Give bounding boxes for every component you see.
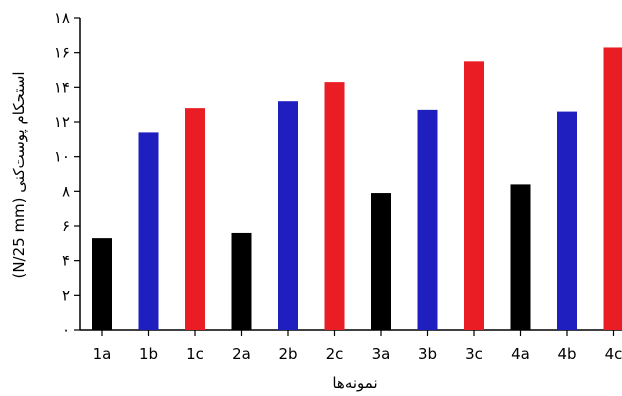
bar-1b bbox=[138, 132, 159, 330]
x-axis-title: نمونه‌ها bbox=[332, 374, 377, 392]
bar-4c bbox=[603, 47, 622, 330]
labels: 1a 1b 1c 2a 2b 2c 3a 3b 3c 4a 4b 4c bbox=[93, 345, 622, 363]
x-tick-label: 2a bbox=[232, 345, 251, 363]
bar-3c bbox=[464, 61, 484, 330]
bar-1c bbox=[185, 108, 205, 330]
x-tick-label: 3c bbox=[465, 345, 483, 363]
y-tick-label: ۱۰ bbox=[54, 148, 70, 166]
y-tick-label: ۴ bbox=[62, 252, 70, 270]
bar-2c bbox=[324, 82, 345, 330]
x-tick-label: 4b bbox=[557, 345, 576, 363]
x-tick-label: 3a bbox=[372, 345, 391, 363]
y-tick-label: ۶ bbox=[62, 217, 70, 235]
x-tick-label: 2c bbox=[326, 345, 344, 363]
x-tick-label: 2b bbox=[278, 345, 297, 363]
bar-2b bbox=[278, 101, 298, 330]
y-axis-title: (N/25 mm) استحکام پوست‌کنی bbox=[10, 71, 29, 278]
y-tick-label: ۲ bbox=[62, 286, 70, 304]
y-tick-label: ۱۲ bbox=[54, 113, 70, 131]
x-tick-label: 1c bbox=[186, 345, 204, 363]
y-tick-label: ۱۸ bbox=[54, 9, 70, 27]
x-tick-label: 1b bbox=[139, 345, 158, 363]
bars bbox=[92, 47, 622, 330]
y-tick-label: ۰ bbox=[62, 321, 70, 339]
bar-4b bbox=[557, 111, 577, 330]
bar-4a bbox=[510, 184, 531, 330]
axes: ۰ ۲ ۴ ۶ ۸ ۱۰ ۱۲ ۱۴ ۱۶ ۱۸ bbox=[54, 9, 622, 339]
y-tick-label: ۱۶ bbox=[54, 44, 70, 62]
bar-3b bbox=[417, 109, 438, 330]
y-tick-label: ۸ bbox=[62, 182, 70, 200]
x-tick-label: 4c bbox=[605, 345, 622, 363]
bar-3a bbox=[371, 193, 391, 330]
x-tick-label: 4a bbox=[511, 345, 530, 363]
x-tick-label: 3b bbox=[418, 345, 437, 363]
x-tick-label: 1a bbox=[93, 345, 112, 363]
bar-1a bbox=[92, 238, 112, 330]
bar-2a bbox=[231, 232, 252, 330]
y-tick-label: ۱۴ bbox=[54, 78, 70, 96]
